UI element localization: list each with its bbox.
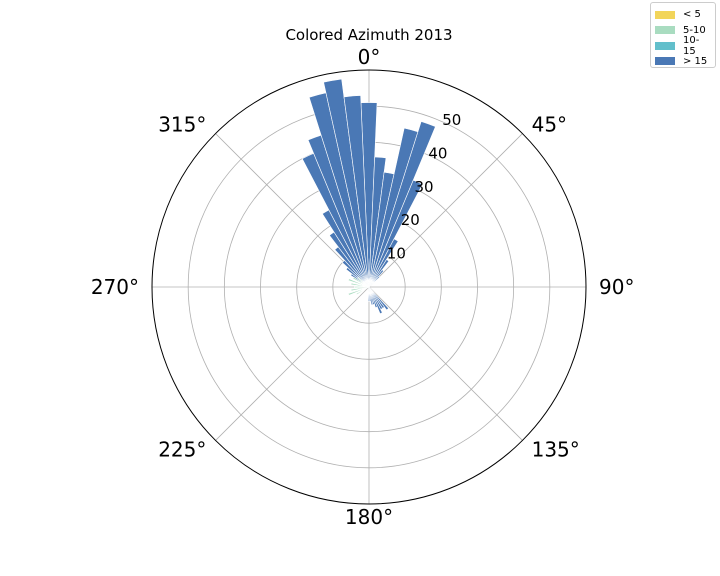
bar-15-25 <box>368 179 423 288</box>
angle-label-90: 90° <box>599 275 634 299</box>
bar-15-170 <box>368 286 374 306</box>
bar-510-290 <box>347 278 370 288</box>
legend-swatch-3 <box>655 57 675 66</box>
radial-label-40: 40 <box>428 144 447 162</box>
legend-item-0: < 5 <box>655 7 711 23</box>
angle-label-135: 135° <box>532 438 580 462</box>
legend-swatch-0 <box>655 10 675 19</box>
angle-label-225: 225° <box>158 438 206 462</box>
legend-label-0: < 5 <box>683 9 701 21</box>
bar-15-20 <box>368 121 436 288</box>
radial-label-10: 10 <box>387 245 406 263</box>
bar-15-180 <box>368 286 370 302</box>
bar-15-45 <box>368 275 381 288</box>
axis-labels: 0° 45° 90° 135° 180° 225° 270° 315° 10 20 30 40 50 <box>91 45 635 529</box>
grid-spoke-45 <box>368 133 523 288</box>
bar-510-250 <box>347 286 370 296</box>
chart-title: Colored Azimuth 2013 <box>285 26 452 44</box>
legend-item-1: 5-10 <box>655 23 711 39</box>
legend-label-3: > 15 <box>683 55 708 67</box>
legend-swatch-1 <box>655 26 675 35</box>
bar-510-240 <box>355 286 370 296</box>
bar-15-30 <box>368 238 399 288</box>
angle-label-180: 180° <box>345 505 393 529</box>
legend-label-2: 10-15 <box>683 34 700 57</box>
bar-510-300 <box>352 276 370 288</box>
bar-15-155 <box>368 286 383 315</box>
legend-swatch-2 <box>655 41 675 50</box>
bar-510-280 <box>350 282 370 288</box>
bars-layer <box>301 78 436 315</box>
legend: < 5 5-10 10-15 > 15 <box>650 2 716 68</box>
grid-spoke-135 <box>368 286 523 441</box>
legend-label-1: 5-10 <box>683 24 706 36</box>
bar-15-160 <box>368 286 378 309</box>
bar-510-260 <box>350 286 370 292</box>
angle-label-315: 315° <box>158 112 206 136</box>
bar-15-140 <box>368 286 389 311</box>
polar-frame <box>151 69 587 505</box>
angle-label-270: 270° <box>91 275 139 299</box>
legend-item-3: > 15 <box>655 54 711 70</box>
grid-spoke-225 <box>215 286 370 441</box>
bar-510-310 <box>357 276 370 288</box>
angle-label-0: 0° <box>358 45 381 69</box>
bar-15-355 <box>343 95 370 288</box>
angle-label-45: 45° <box>532 112 567 136</box>
bar-15-350 <box>323 78 370 288</box>
radial-label-50: 50 <box>442 111 461 129</box>
radial-label-20: 20 <box>401 211 420 229</box>
bar-510-270 <box>354 286 370 288</box>
radial-label-30: 30 <box>415 178 434 196</box>
legend-item-2: 10-15 <box>655 34 711 57</box>
